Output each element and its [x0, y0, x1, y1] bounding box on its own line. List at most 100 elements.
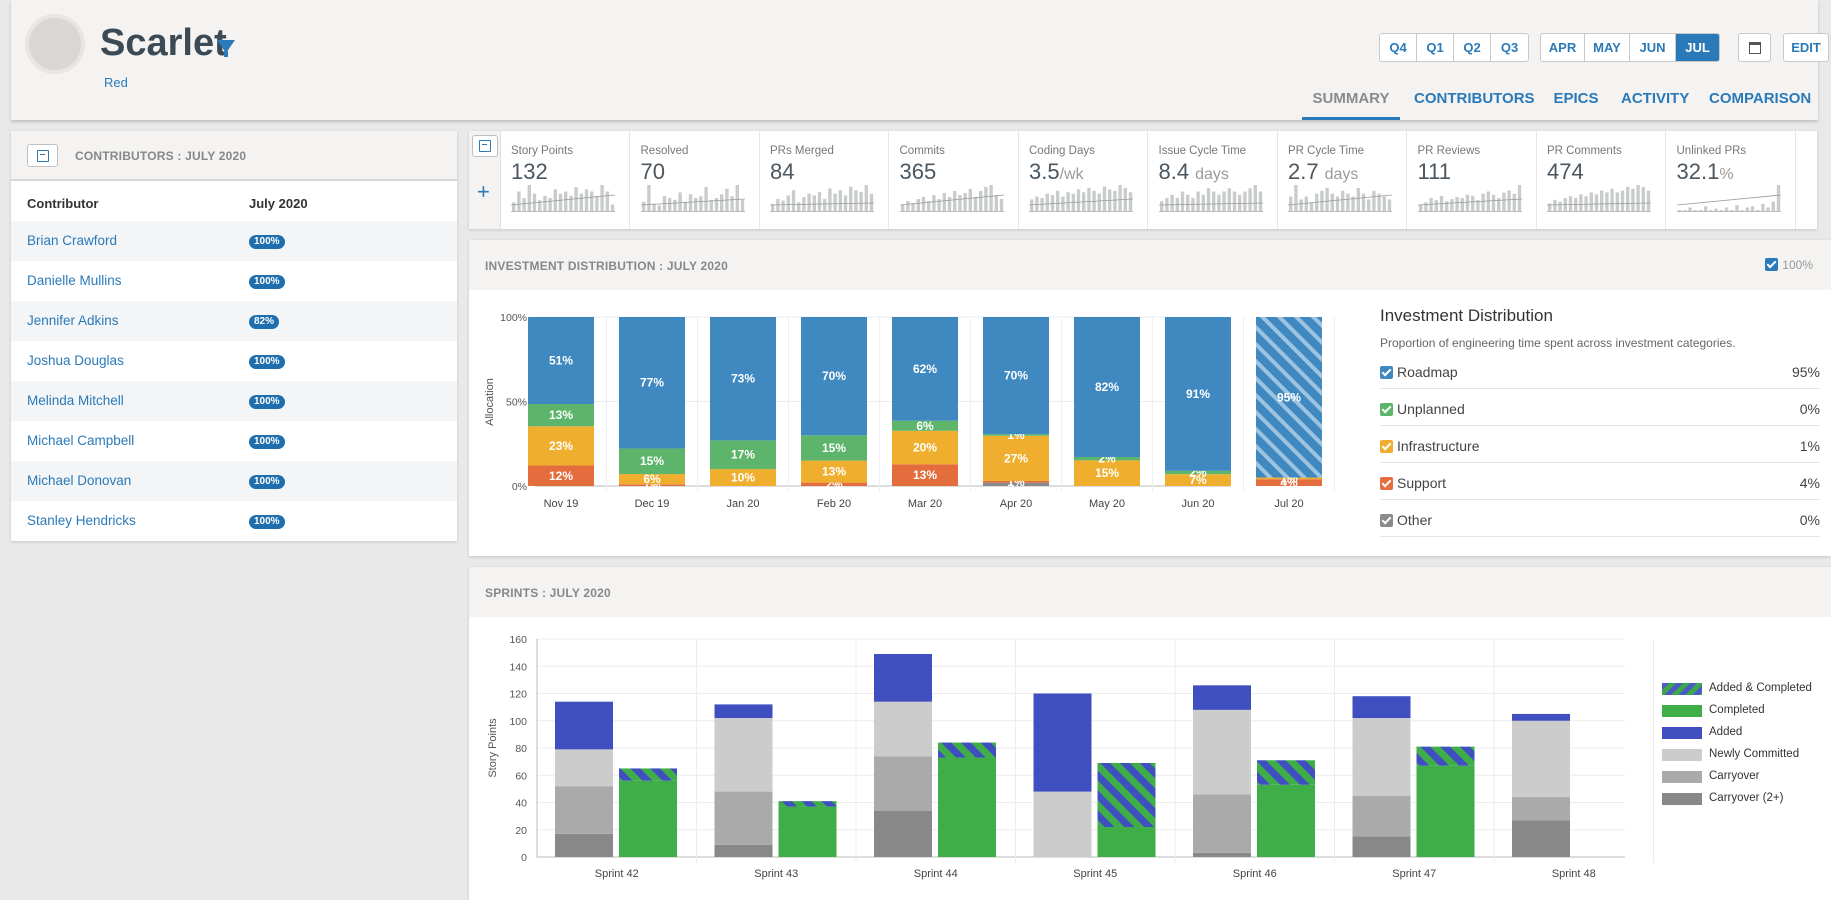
bar-infrastructure[interactable]	[710, 469, 776, 486]
bar-newly[interactable]	[874, 701, 932, 757]
bar-completed[interactable]	[938, 757, 996, 857]
calendar-button[interactable]	[1738, 33, 1771, 62]
bar-added[interactable]	[714, 704, 773, 719]
add-metric-icon[interactable]: +	[477, 179, 490, 204]
bar-carryover2[interactable]	[714, 844, 773, 857]
bar-added-completed[interactable]	[1257, 760, 1315, 785]
quarter-button-q1[interactable]: Q1	[1417, 34, 1454, 61]
column-month[interactable]: July 2020	[249, 196, 308, 211]
bar-support[interactable]	[1256, 479, 1322, 486]
bar-roadmap[interactable]	[528, 317, 594, 405]
bar-newly[interactable]	[1352, 718, 1411, 796]
bar-added[interactable]	[1512, 713, 1570, 721]
team-subteam-link[interactable]: Red	[104, 75, 128, 90]
contributor-name[interactable]: Jennifer Adkins	[27, 313, 119, 328]
bar-newly[interactable]	[1033, 791, 1092, 857]
bar-unplanned[interactable]	[801, 435, 867, 461]
bar-added-completed[interactable]	[938, 742, 996, 758]
metric-card[interactable]: PR Comments 474	[1537, 131, 1666, 229]
bar-completed[interactable]	[619, 780, 677, 857]
bar-carryover2[interactable]	[1352, 836, 1411, 857]
bar-carryover[interactable]	[1352, 795, 1411, 837]
filter-icon[interactable]	[217, 40, 235, 57]
bar-completed[interactable]	[1416, 765, 1475, 857]
bar-infrastructure[interactable]	[983, 435, 1049, 481]
contributor-name[interactable]: Michael Campbell	[27, 433, 135, 448]
month-button-jun[interactable]: JUN	[1630, 34, 1676, 61]
bar-roadmap[interactable]	[1256, 317, 1322, 478]
bar-carryover2[interactable]	[874, 810, 932, 857]
quarter-button-q4[interactable]: Q4	[1380, 34, 1417, 61]
bar-added-completed[interactable]	[1097, 762, 1156, 828]
checkbox-icon[interactable]	[1380, 366, 1393, 379]
bar-roadmap[interactable]	[892, 317, 958, 421]
quarter-button-q3[interactable]: Q3	[1500, 40, 1519, 55]
bar-completed[interactable]	[1257, 784, 1315, 857]
bar-completed[interactable]	[778, 806, 837, 857]
bar-newly[interactable]	[555, 749, 613, 787]
month-button-jul[interactable]: JUL	[1676, 34, 1719, 61]
tab-comparison[interactable]: COMPARISON	[1709, 90, 1812, 107]
metric-card[interactable]: Commits 365	[890, 131, 1019, 229]
metric-card[interactable]: Issue Cycle Time 8.4 days	[1149, 131, 1278, 229]
quarter-button-q2[interactable]: Q2	[1454, 34, 1491, 61]
bar-infrastructure[interactable]	[1074, 460, 1140, 486]
legend-row-other[interactable]: Other 0%	[1380, 500, 1820, 537]
bar-roadmap[interactable]	[801, 317, 867, 436]
bar-other[interactable]	[983, 482, 1049, 486]
bar-unplanned[interactable]	[710, 440, 776, 470]
tab-activity[interactable]: ACTIVITY	[1621, 90, 1690, 107]
bar-infrastructure[interactable]	[528, 426, 594, 466]
metric-card[interactable]: PRs Merged 84	[760, 131, 889, 229]
contributor-name[interactable]: Brian Crawford	[27, 233, 118, 248]
legend-row-roadmap[interactable]: Roadmap 95%	[1380, 352, 1820, 389]
bar-carryover2[interactable]	[555, 833, 613, 857]
bar-newly[interactable]	[1193, 709, 1251, 795]
checkbox-icon[interactable]	[1380, 477, 1393, 490]
checkbox-icon[interactable]	[1765, 258, 1779, 271]
bar-infrastructure[interactable]	[1165, 474, 1231, 486]
bar-carryover2[interactable]	[1512, 820, 1570, 857]
bar-newly[interactable]	[714, 718, 773, 792]
bar-roadmap[interactable]	[983, 317, 1049, 435]
legend-row-infrastructure[interactable]: Infrastructure 1%	[1380, 426, 1820, 463]
metric-card[interactable]: Coding Days 3.5/wk	[1019, 131, 1148, 229]
bar-roadmap[interactable]	[1165, 317, 1231, 471]
bar-carryover[interactable]	[1193, 794, 1251, 853]
bar-newly[interactable]	[1512, 720, 1570, 798]
contributor-name[interactable]: Melinda Mitchell	[27, 393, 124, 408]
bar-added-completed[interactable]	[1416, 746, 1475, 766]
bar-unplanned[interactable]	[1074, 456, 1140, 461]
export-button[interactable]	[27, 144, 58, 167]
bar-infrastructure[interactable]	[892, 430, 958, 465]
contributor-name[interactable]: Stanley Hendricks	[27, 513, 136, 528]
metric-card[interactable]: Unlinked PRs 32.1%	[1667, 131, 1796, 229]
bar-carryover[interactable]	[714, 791, 773, 845]
bar-added[interactable]	[1352, 696, 1411, 719]
edit-button[interactable]: EDIT	[1783, 33, 1829, 62]
bar-support[interactable]	[983, 480, 1049, 483]
bar-completed[interactable]	[1097, 827, 1156, 857]
bar-roadmap[interactable]	[710, 317, 776, 441]
bar-carryover[interactable]	[1512, 797, 1570, 821]
legend-row-support[interactable]: Support 4%	[1380, 463, 1820, 500]
bar-roadmap[interactable]	[619, 317, 685, 449]
contributor-name[interactable]: Danielle Mullins	[27, 273, 122, 288]
bar-carryover2[interactable]	[1193, 852, 1251, 857]
month-button-may[interactable]: MAY	[1585, 34, 1630, 61]
bar-support[interactable]	[528, 465, 594, 486]
bar-added[interactable]	[874, 653, 932, 702]
metric-card[interactable]: Resolved 70	[631, 131, 760, 229]
metric-card[interactable]: PR Reviews 111	[1408, 131, 1537, 229]
month-button-apr[interactable]: APR	[1541, 34, 1585, 61]
bar-infrastructure[interactable]	[1256, 477, 1322, 480]
bar-added[interactable]	[555, 701, 613, 750]
legend-row-unplanned[interactable]: Unplanned 0%	[1380, 389, 1820, 426]
bar-roadmap[interactable]	[1074, 317, 1140, 457]
bar-unplanned[interactable]	[1165, 470, 1231, 475]
metric-card[interactable]: Story Points 132	[501, 131, 630, 229]
bar-carryover[interactable]	[874, 756, 932, 811]
column-contributor[interactable]: Contributor	[27, 196, 99, 211]
bar-added-completed[interactable]	[619, 768, 677, 781]
metric-card[interactable]: PR Cycle Time 2.7 days	[1278, 131, 1407, 229]
